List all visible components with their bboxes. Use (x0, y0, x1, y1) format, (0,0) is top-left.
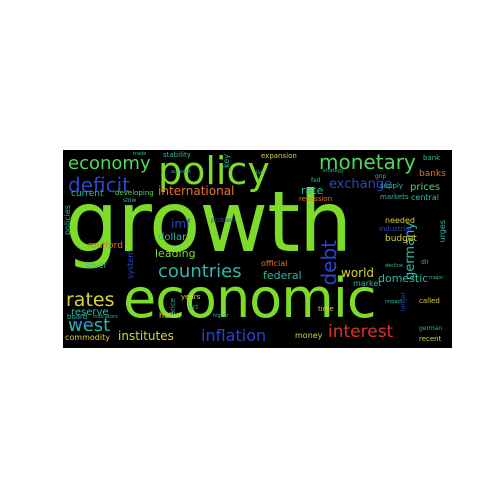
word-mulford: mulford (88, 241, 123, 251)
word-system: system (126, 250, 135, 279)
word-board: board (67, 313, 88, 321)
word-current: current (71, 189, 104, 199)
word-money: money (295, 331, 323, 340)
word-decline: decline (385, 263, 404, 269)
word-recession: recession (299, 195, 333, 203)
word-german: german (419, 325, 443, 332)
word-years: years (181, 293, 201, 301)
word-cloud: growth economic policy monetary deficit … (63, 150, 452, 348)
word-longer: longer (400, 292, 407, 312)
word-impact: impact (385, 299, 403, 305)
word-exchange: exchange (329, 177, 393, 192)
word-debt: debt (317, 240, 341, 286)
word-price: price (169, 298, 177, 316)
word-industrial: industrial (379, 225, 412, 233)
word-developing: developing (115, 189, 154, 197)
word-policy: policy (158, 150, 270, 193)
word-rate: rate (301, 184, 324, 197)
word-budget: budget (385, 234, 417, 244)
word-world: world (341, 266, 375, 280)
word-interest: interest (328, 322, 394, 342)
word-economy: economy (68, 153, 151, 174)
word-indicators: indicators (93, 314, 118, 320)
word-banks: banks (419, 169, 446, 179)
word-international: international (158, 184, 235, 198)
word-financial: financial (73, 321, 95, 327)
word-central: central (411, 193, 439, 202)
word-countries: countries (158, 261, 242, 282)
word-stability: stability (163, 151, 191, 159)
word-needed: needed (385, 216, 415, 225)
word-dollar: dollar (158, 232, 187, 243)
word-lower: lower (85, 261, 107, 270)
word-domestic: domestic (378, 272, 429, 285)
word-policies: policies (63, 205, 72, 236)
word-pct: pct (189, 304, 199, 311)
word-market: market (353, 279, 382, 288)
word-called: called (419, 297, 440, 305)
word-higher: higher (213, 313, 230, 319)
word-markets: markets (380, 193, 409, 201)
word-institutes: institutes (118, 329, 174, 343)
word-deficit: deficit (68, 173, 130, 197)
word-leading: leading (155, 247, 196, 260)
word-reserve: reserve (71, 307, 109, 318)
word-time: time (318, 305, 334, 313)
word-expansion: expansion (261, 152, 297, 160)
word-urges: urges (438, 220, 447, 243)
word-imf: imf (171, 217, 191, 231)
word-heller: heller (159, 311, 182, 320)
word-recent: recent (419, 335, 442, 343)
word-trade: trade (133, 151, 147, 157)
word-economic: economic (123, 267, 377, 330)
word-bank: bank (423, 154, 441, 162)
word-prices: prices (410, 182, 441, 193)
word-key: key (222, 154, 231, 169)
word-west: west (68, 315, 111, 336)
word-rise: rise (253, 169, 264, 176)
word-growth: growth (65, 173, 352, 271)
word-monetary: monetary (319, 150, 416, 174)
word-strategy: strategy (323, 168, 344, 174)
word-gnp: gnp (375, 173, 387, 180)
word-supply: supply (380, 182, 404, 190)
word-dlr: dlr (421, 259, 429, 266)
word-commodity: commodity (65, 333, 110, 342)
word-slow: slow (123, 197, 137, 204)
word-problem: problem (211, 217, 236, 224)
word-official: official (261, 259, 288, 268)
word-fed: fed (311, 177, 321, 184)
word-account: account (171, 169, 191, 175)
word-rates: rates (66, 289, 115, 311)
word-federal: federal (263, 269, 302, 282)
word-inflation: inflation (201, 326, 267, 345)
word-major: major (429, 275, 444, 281)
